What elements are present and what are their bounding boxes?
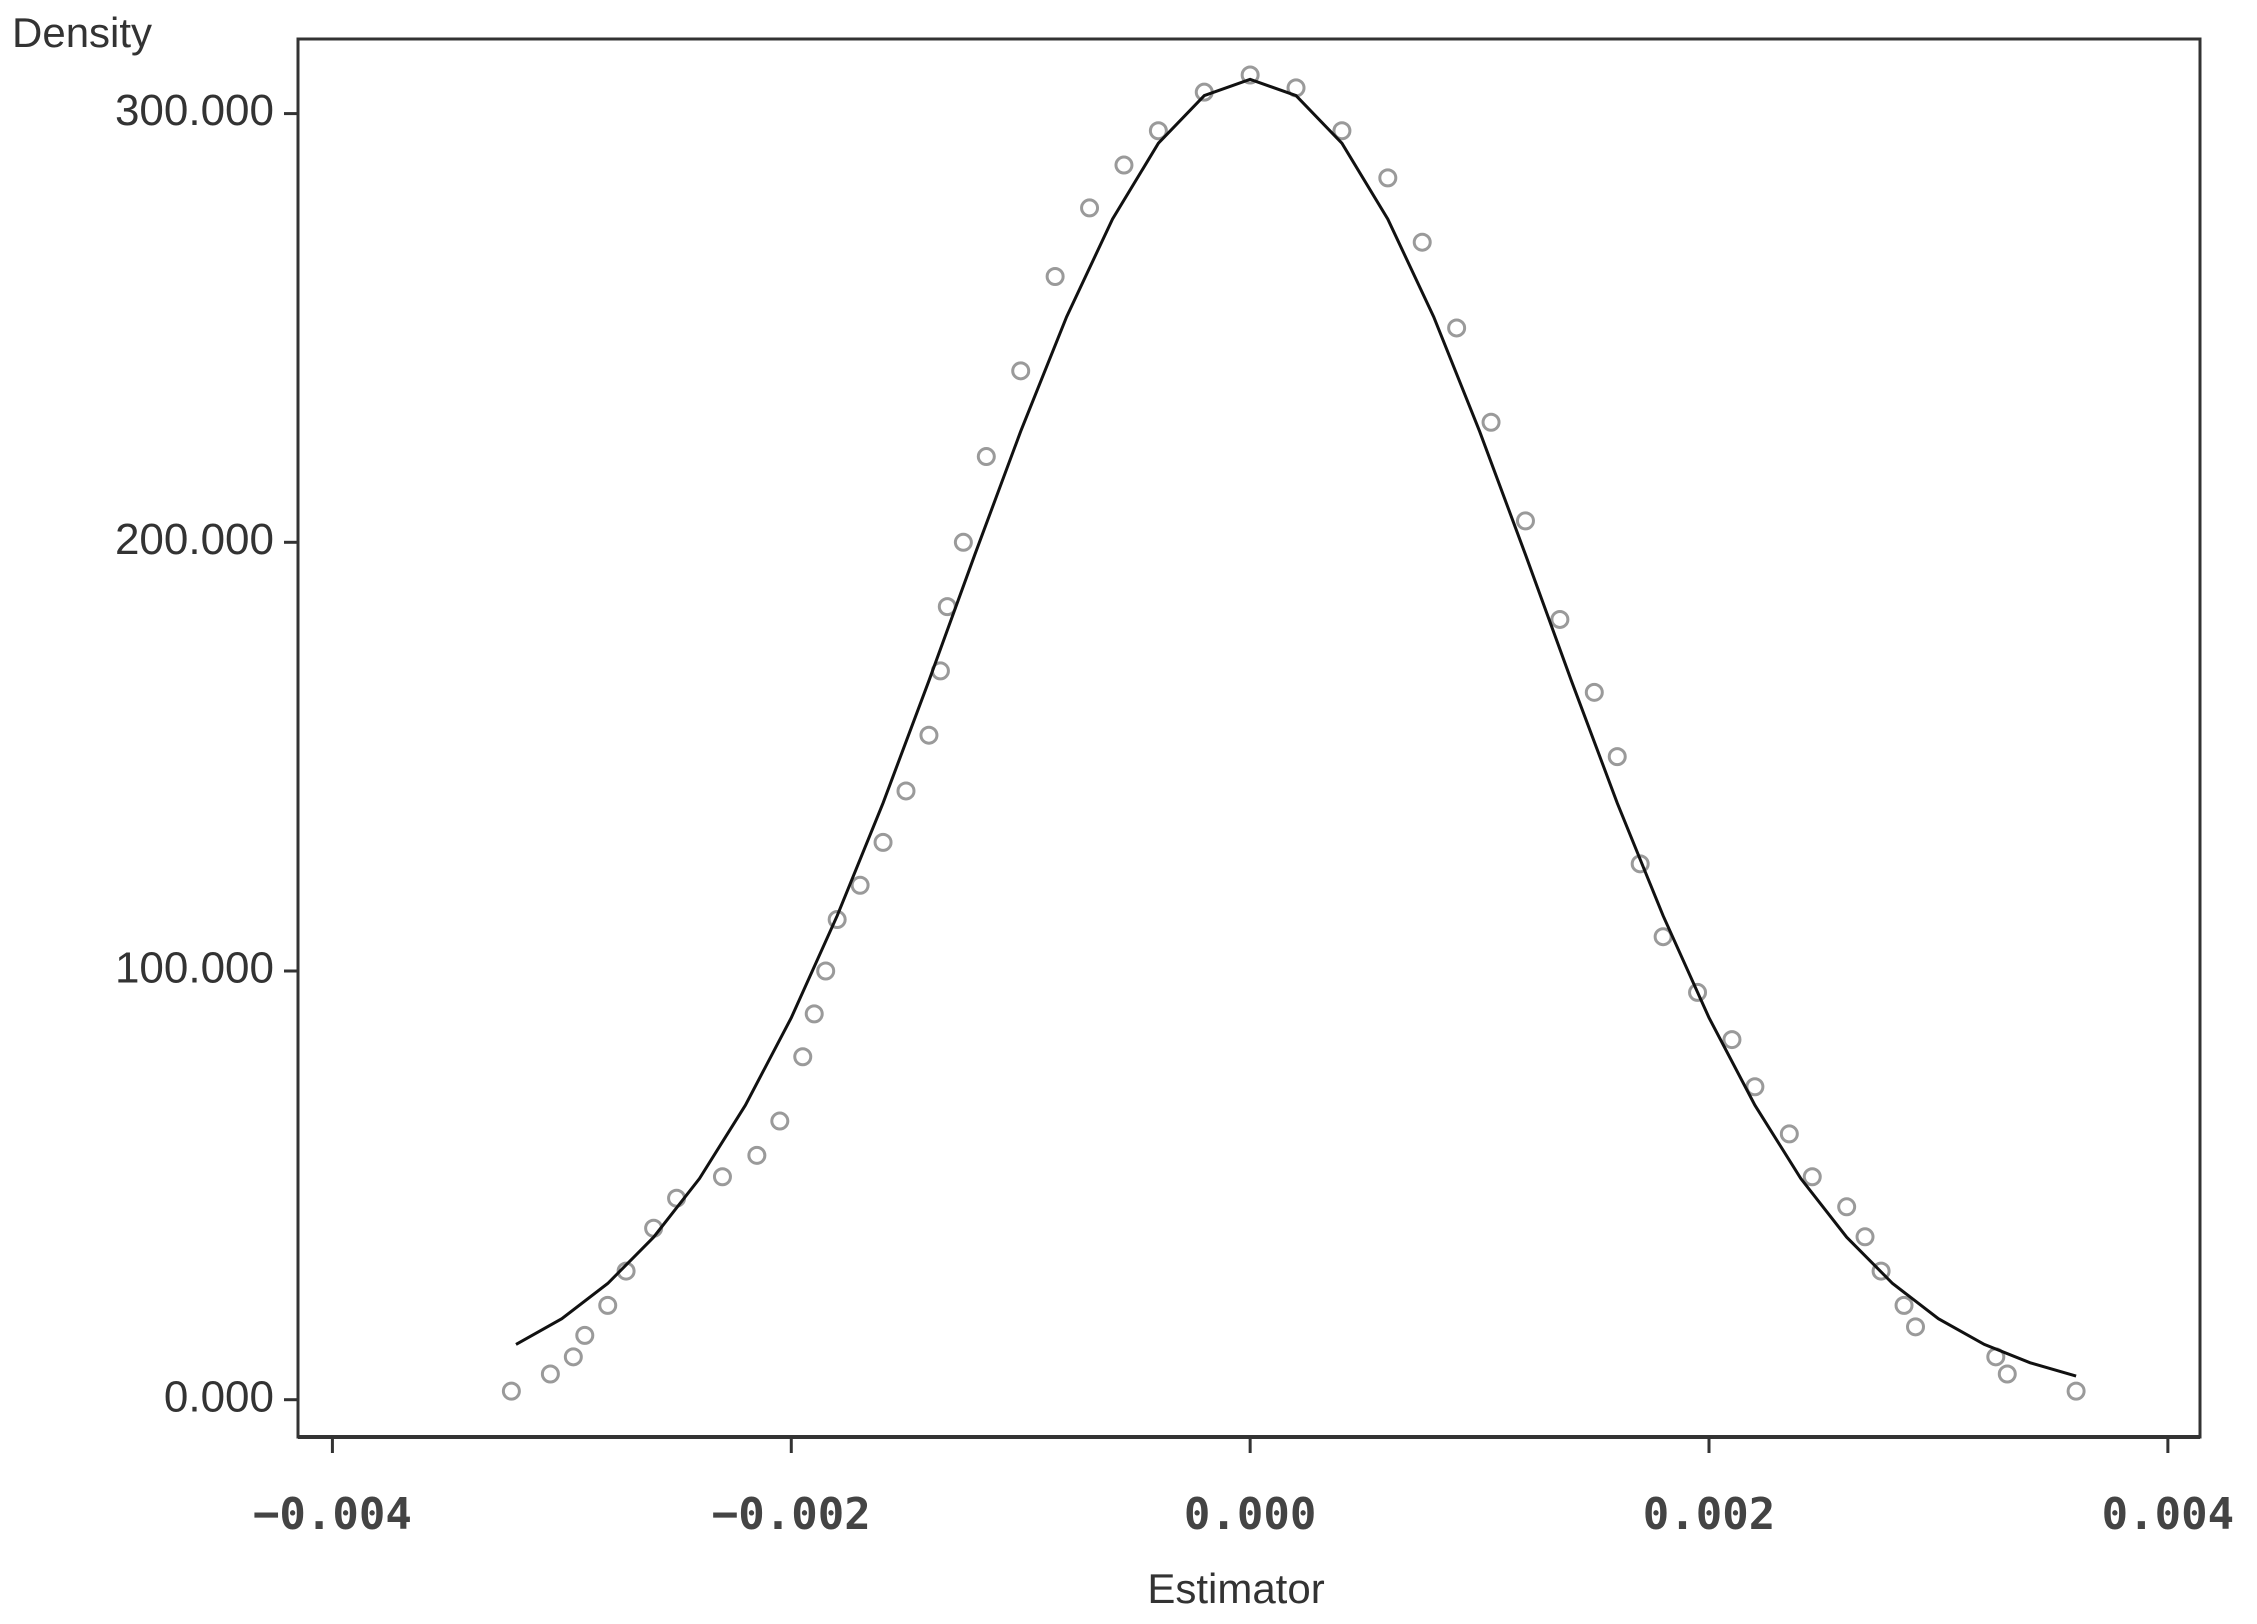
density-point xyxy=(1607,747,1627,767)
density-point xyxy=(1894,1295,1914,1315)
density-point xyxy=(1378,168,1398,188)
density-point xyxy=(575,1325,595,1345)
density-point xyxy=(976,447,996,467)
y-tick-label: 300.000 xyxy=(115,86,274,135)
x-tick-label: −0.004 xyxy=(253,1489,412,1540)
y-tick-label: 100.000 xyxy=(115,944,274,993)
density-point xyxy=(1871,1261,1891,1281)
density-point xyxy=(1906,1317,1926,1337)
plot-frame xyxy=(296,37,2202,1439)
density-point xyxy=(540,1364,560,1384)
density-point xyxy=(1332,121,1352,141)
density-point xyxy=(712,1167,732,1187)
density-point xyxy=(747,1145,767,1165)
density-point xyxy=(1148,121,1168,141)
density-point xyxy=(1722,1030,1742,1050)
density-point xyxy=(1997,1364,2017,1384)
density-point xyxy=(1837,1197,1857,1217)
density-point xyxy=(1045,267,1065,287)
y-tick-label: 0.000 xyxy=(164,1372,274,1421)
density-point xyxy=(563,1347,583,1367)
density-point xyxy=(1584,682,1604,702)
density-point xyxy=(1011,361,1031,381)
y-tick-label: 200.000 xyxy=(115,515,274,564)
density-point xyxy=(1550,609,1570,629)
density-point xyxy=(501,1381,521,1401)
density-point xyxy=(1855,1227,1875,1247)
density-point xyxy=(598,1295,618,1315)
x-axis-label: Estimator xyxy=(1147,1565,1324,1612)
density-point xyxy=(873,832,893,852)
x-tick-label: −0.002 xyxy=(712,1489,871,1540)
density-point xyxy=(1240,65,1260,85)
y-axis-label: Density xyxy=(12,9,152,56)
density-point xyxy=(770,1111,790,1131)
density-point xyxy=(816,961,836,981)
density-point xyxy=(953,532,973,552)
fit-line xyxy=(515,77,2077,1378)
density-point xyxy=(804,1004,824,1024)
x-tick-label: 0.000 xyxy=(1184,1489,1316,1540)
density-point xyxy=(1447,318,1467,338)
density-point xyxy=(667,1188,687,1208)
density-point xyxy=(1080,198,1100,218)
density-point xyxy=(896,781,916,801)
density-point xyxy=(850,875,870,895)
density-point xyxy=(1481,412,1501,432)
density-point xyxy=(1515,511,1535,531)
density-point xyxy=(2066,1381,2086,1401)
density-point xyxy=(1802,1167,1822,1187)
density-point xyxy=(919,725,939,745)
density-point xyxy=(1412,232,1432,252)
density-point xyxy=(1114,155,1134,175)
density-point xyxy=(1779,1124,1799,1144)
density-point xyxy=(793,1047,813,1067)
x-tick-label: 0.004 xyxy=(2102,1489,2234,1540)
x-tick-label: 0.002 xyxy=(1643,1489,1775,1540)
density-point xyxy=(827,910,847,930)
density-point xyxy=(1688,982,1708,1002)
